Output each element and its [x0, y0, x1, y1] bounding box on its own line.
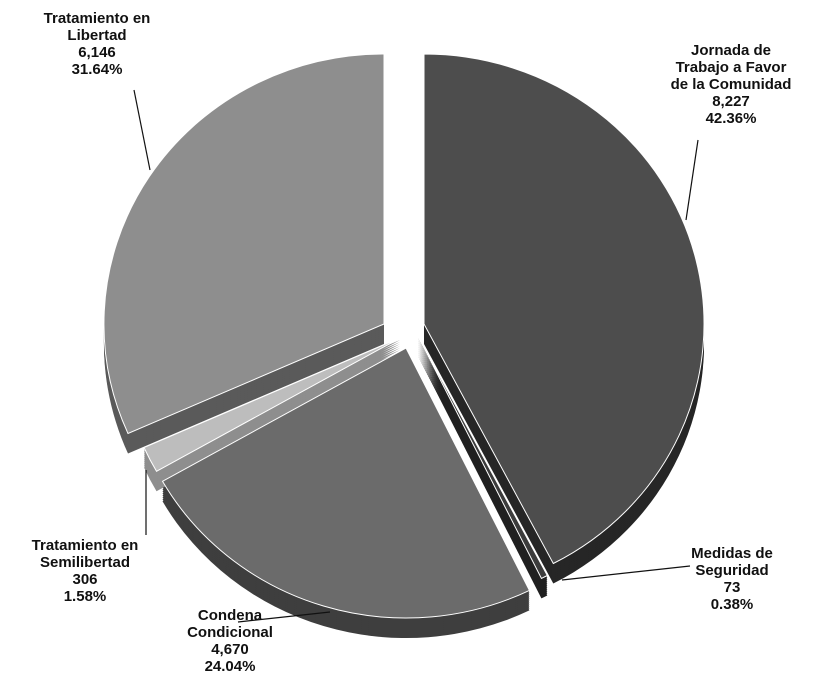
slice-value: 73: [723, 579, 741, 596]
slice-label-medidas: Medidas de Seguridad 73 0.38%: [662, 545, 802, 613]
slice-label-condena: Condena Condicional 4,670 24.04%: [160, 607, 300, 675]
leader-lines: [133, 89, 699, 623]
leader-line-jornada: [685, 139, 699, 221]
leader-line-medidas: [561, 565, 691, 581]
slice-label-jornada: Jornada de Trabajo a Favor de la Comunid…: [636, 42, 826, 127]
slice-label-semilibertad: Tratamiento en Semilibertad 306 1.58%: [10, 537, 160, 605]
pie-slice-semilibertad: [143, 337, 401, 472]
slice-percent: 42.36%: [705, 110, 757, 127]
pie-slice-condena: [161, 347, 531, 619]
pie-slice-medidas: [417, 335, 548, 580]
pie-slice-jornada: [423, 53, 705, 565]
slice-label-libertad: Tratamiento en Libertad 6,146 31.64%: [12, 10, 182, 78]
slice-percent: 24.04%: [204, 658, 256, 675]
slice-percent: 31.64%: [71, 61, 123, 78]
slice-value: 306: [72, 571, 98, 588]
slice-value: 8,227: [712, 93, 750, 110]
leader-line-libertad: [133, 89, 151, 171]
slice-percent: 1.58%: [63, 588, 107, 605]
slice-value: 6,146: [78, 44, 116, 61]
slice-percent: 0.38%: [710, 596, 754, 613]
pie-slice-libertad: [103, 53, 385, 435]
slice-value: 4,670: [211, 641, 249, 658]
pie-slice-tops: [103, 53, 705, 619]
leader-line-condena: [237, 611, 331, 623]
